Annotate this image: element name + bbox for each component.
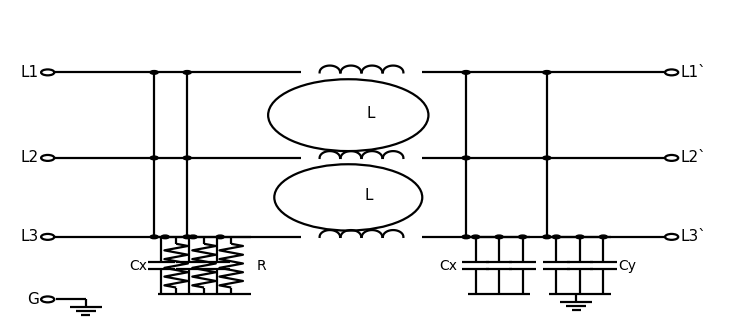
Circle shape xyxy=(495,235,504,239)
Circle shape xyxy=(542,70,551,74)
Text: L3`: L3` xyxy=(680,229,706,244)
Circle shape xyxy=(665,234,678,240)
Circle shape xyxy=(665,155,678,161)
Circle shape xyxy=(665,69,678,75)
Text: R: R xyxy=(257,259,266,273)
Circle shape xyxy=(471,235,480,239)
Text: L3: L3 xyxy=(21,229,39,244)
Circle shape xyxy=(552,235,561,239)
Circle shape xyxy=(216,235,225,239)
Circle shape xyxy=(599,235,608,239)
Text: L: L xyxy=(366,106,375,121)
Circle shape xyxy=(41,234,54,240)
Circle shape xyxy=(41,155,54,161)
Circle shape xyxy=(41,69,54,75)
Text: L2: L2 xyxy=(21,150,39,165)
Text: L1: L1 xyxy=(21,65,39,80)
Text: L2`: L2` xyxy=(680,150,706,165)
Circle shape xyxy=(184,70,191,74)
Circle shape xyxy=(462,235,470,239)
Circle shape xyxy=(184,156,191,160)
Text: Cx: Cx xyxy=(128,259,147,273)
Circle shape xyxy=(150,156,159,160)
Circle shape xyxy=(518,235,526,239)
Circle shape xyxy=(184,235,191,239)
Text: G: G xyxy=(27,292,39,307)
Circle shape xyxy=(462,156,470,160)
Circle shape xyxy=(542,156,551,160)
Circle shape xyxy=(542,235,551,239)
Circle shape xyxy=(41,296,54,302)
Text: L1`: L1` xyxy=(680,65,706,80)
Text: Cx: Cx xyxy=(439,259,457,273)
Circle shape xyxy=(462,70,470,74)
Circle shape xyxy=(575,235,584,239)
Text: L: L xyxy=(365,188,374,203)
Circle shape xyxy=(150,235,159,239)
Text: Cy: Cy xyxy=(618,259,636,273)
Circle shape xyxy=(150,70,159,74)
Circle shape xyxy=(161,235,169,239)
Circle shape xyxy=(189,235,197,239)
